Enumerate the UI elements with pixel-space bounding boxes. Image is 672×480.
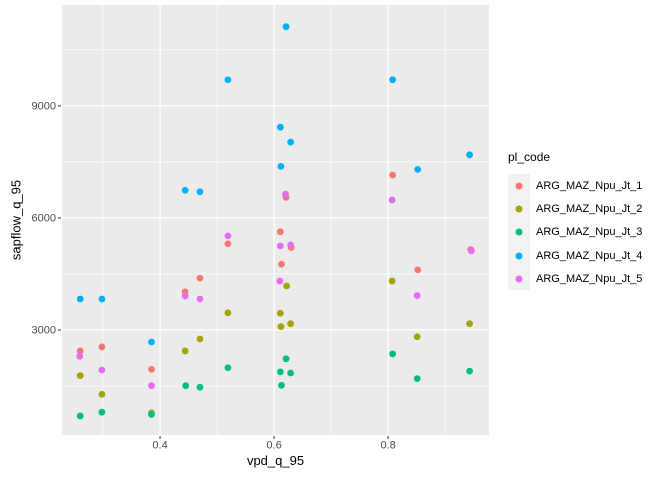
data-point [76,352,84,360]
data-point [181,292,189,300]
data-point [196,383,204,391]
data-point [278,260,285,268]
data-point [466,367,474,375]
data-point [196,295,204,303]
data-point [287,138,295,146]
data-point [224,76,232,84]
data-point [414,165,422,173]
data-point [76,347,84,355]
data-point [276,309,284,317]
data-point [389,350,397,358]
data-point [181,347,189,355]
data-point [277,162,285,170]
y-tick-label: 6000 [32,212,56,224]
data-point [276,368,284,376]
data-point [182,382,190,390]
data-point [98,366,106,374]
data-point [196,335,204,343]
legend-dot-icon [515,228,523,236]
data-point [196,274,204,282]
data-point [148,382,155,390]
data-point [282,190,289,198]
legend-item: ARG_MAZ_Npu_Jt_2 [508,197,643,221]
y-tick-label: 3000 [32,325,56,337]
legend-item: ARG_MAZ_Npu_Jt_1 [508,174,643,198]
legend-item-label: ARG_MAZ_Npu_Jt_2 [536,202,643,215]
legend-item: ARG_MAZ_Npu_Jt_5 [508,267,643,291]
legend: pl_code ARG_MAZ_Npu_Jt_1 ARG_MAZ_Npu_Jt_2… [508,150,643,291]
legend-item-label: ARG_MAZ_Npu_Jt_3 [536,226,643,239]
data-point [276,277,284,285]
data-point [276,123,284,131]
data-point [287,241,295,249]
x-tick-label: 0.8 [380,440,395,452]
data-point [287,320,295,328]
data-point [466,151,474,159]
data-point [287,369,295,377]
data-point [98,343,106,351]
legend-item-label: ARG_MAZ_Npu_Jt_4 [536,249,643,262]
data-point [413,375,421,382]
legend-items: ARG_MAZ_Npu_Jt_1 ARG_MAZ_Npu_Jt_2 ARG_MAZ_… [508,174,643,291]
legend-key [508,243,530,268]
legend-item-label: ARG_MAZ_Npu_Jt_5 [536,272,643,285]
legend-key [508,220,530,244]
data-point [98,295,106,303]
data-point [388,277,396,285]
y-axis-title: sapflow_q_95 [8,179,24,261]
data-point [98,408,106,416]
data-point [282,23,290,31]
data-point [277,323,285,331]
data-point [196,188,204,196]
data-point [76,295,84,303]
data-point [413,333,421,341]
data-point [224,364,232,372]
legend-dot-icon [515,205,523,213]
legend-key [508,267,530,291]
data-point [148,365,155,373]
legend-item: ARG_MAZ_Npu_Jt_4 [508,243,643,268]
data-point [389,76,397,84]
legend-dot-icon [515,252,523,260]
data-point [76,412,84,420]
legend-dot-icon [515,182,523,190]
data-point [148,338,155,346]
legend-key [508,174,530,198]
data-point [467,247,475,255]
x-tick-label: 0.6 [266,440,281,452]
legend-title: pl_code [508,150,551,164]
data-point [76,372,84,379]
data-point [389,171,397,179]
data-point [388,196,396,204]
data-point [283,282,291,290]
panel-background [62,5,489,435]
data-point [414,266,422,274]
data-point [278,381,285,389]
data-point [181,186,189,194]
legend-key [508,197,530,221]
data-point [98,390,106,398]
legend-item-label: ARG_MAZ_Npu_Jt_1 [536,179,643,192]
data-point [224,309,232,317]
data-point [282,355,290,363]
data-point [224,240,232,248]
x-tick-label: 0.4 [152,440,167,452]
data-point [276,242,284,250]
y-tick-label: 9000 [32,100,56,112]
data-point [224,232,232,240]
data-point [276,228,284,236]
data-point [466,320,474,328]
legend-dot-icon [515,275,523,283]
data-point [413,292,421,300]
x-axis-title: vpd_q_95 [246,453,305,468]
legend-item: ARG_MAZ_Npu_Jt_3 [508,220,643,244]
data-point [148,411,155,418]
